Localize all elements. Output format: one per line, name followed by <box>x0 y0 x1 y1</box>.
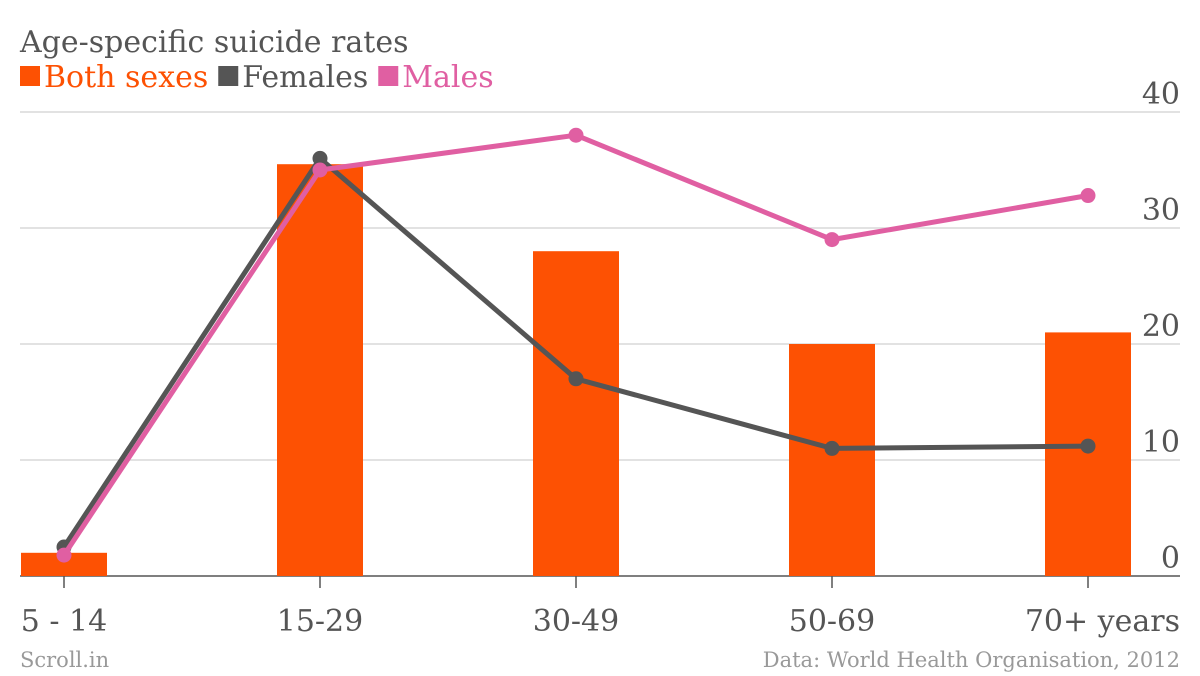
series-point-1-2 <box>568 371 584 387</box>
series-point-2-4 <box>1080 188 1096 204</box>
series-point-2-0 <box>56 547 72 563</box>
legend: Both sexes Females Males <box>20 60 494 95</box>
x-axis-ticks: 5 - 14 15-29 30-49 50-69 70+ years <box>21 576 1180 639</box>
y-tick-label: 10 <box>1142 425 1180 460</box>
x-tick-label: 70+ years <box>1025 604 1180 639</box>
series-point-2-3 <box>824 232 840 248</box>
source-credit: Scroll.in <box>20 648 109 672</box>
x-tick-label: 5 - 14 <box>21 604 107 639</box>
series-point-2-2 <box>568 127 584 143</box>
lines <box>56 127 1096 563</box>
series-point-1-1 <box>312 150 328 166</box>
y-tick-label: 20 <box>1142 309 1180 344</box>
bar-0 <box>21 552 107 576</box>
x-tick-label: 30-49 <box>533 604 619 639</box>
legend-swatch-1 <box>218 66 239 86</box>
series-point-1-4 <box>1080 438 1096 454</box>
y-axis-ticks: 0 10 20 30 40 <box>1142 77 1180 576</box>
y-tick-label: 40 <box>1142 77 1180 112</box>
legend-label-0: Both sexes <box>44 60 208 95</box>
legend-swatch-2 <box>378 66 399 86</box>
x-tick-label: 50-69 <box>789 604 875 639</box>
y-tick-label: 0 <box>1161 541 1180 576</box>
bar-2 <box>533 251 619 576</box>
data-source-note: Data: World Health Organisation, 2012 <box>763 648 1180 672</box>
bar-4 <box>1045 332 1131 576</box>
series-point-1-3 <box>824 440 840 456</box>
chart-title: Age-specific suicide rates <box>19 25 409 60</box>
x-tick-label: 15-29 <box>277 604 363 639</box>
legend-label-1: Females <box>242 60 368 95</box>
legend-label-2: Males <box>402 60 493 95</box>
legend-swatch-0 <box>20 66 40 86</box>
bars <box>21 164 1131 576</box>
y-tick-label: 30 <box>1142 193 1180 228</box>
bar-3 <box>789 344 875 576</box>
series-point-2-1 <box>312 162 328 178</box>
bar-1 <box>277 164 363 576</box>
